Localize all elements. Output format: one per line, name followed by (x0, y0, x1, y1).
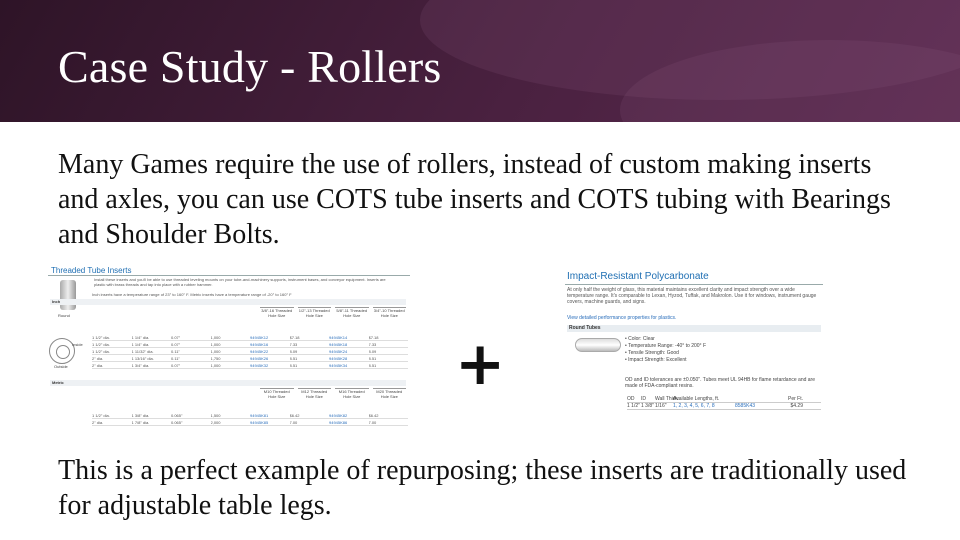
polycarbonate-description: At only half the weight of glass, this m… (567, 287, 817, 305)
table-row[interactable]: 2" dia. 1 7/8" dia. 0.065" 2,000 94945K85 7.0… (92, 419, 408, 426)
slide-title: Case Study - Rollers (58, 41, 442, 92)
spec-item: Tensile Strength: Good (625, 350, 706, 357)
spec-item: Color: Clear (625, 336, 706, 343)
insert-product-image (60, 280, 76, 310)
inserts-title: Threaded Tube Inserts (51, 266, 132, 275)
section-round-tubes: Round Tubes (567, 325, 821, 332)
outside-label: Outside (54, 364, 68, 369)
column-header: M16 Threaded Hole Size (335, 388, 369, 399)
column-header: M12 Threaded Hole Size (297, 388, 331, 399)
table-row[interactable]: 1 1/2" dia. 1 11/32" dia. 0.11" 1,000 94945K… (92, 348, 408, 355)
table-row[interactable]: 1 1/2" dia. 1 1/4" dia. 0.07" 1,000 94945K16… (92, 341, 408, 348)
temperature-note: Inch inserts have a temperature range of… (92, 292, 292, 297)
inside-label: Inside (72, 342, 83, 347)
metric-column-headers: M10 Threaded Hole Size M12 Threaded Hole… (258, 388, 408, 399)
intro-paragraph: Many Games require the use of rollers, i… (58, 149, 891, 250)
table-row[interactable]: 1 1/2" dia. 1 3/8" dia. 0.065" 1,500 94945K8… (92, 412, 408, 419)
plus-symbol: + (455, 329, 506, 399)
tube-product-image (575, 338, 621, 352)
polycarbonate-title: Impact-Resistant Polycarbonate (567, 271, 709, 282)
metric-table: 1 1/2" dia. 1 3/8" dia. 0.065" 1,500 94945K8… (92, 412, 408, 426)
spec-list: Color: Clear Temperature Range: -40° to … (625, 336, 706, 364)
polycarbonate-screenshot: Impact-Resistant Polycarbonate At only h… (565, 268, 823, 424)
divider (48, 275, 410, 276)
inserts-description: Install these inserts and you'll be able… (94, 277, 386, 287)
inch-column-headers: 3/8"-16 Threaded Hole Size 1/2"-13 Threa… (258, 307, 408, 318)
column-header: 3/4"-10 Threaded Hole Size (372, 307, 406, 318)
tube-table: OD ID Wall Thick. Available Lengths, ft. Per… (627, 396, 821, 410)
spec-item: Temperature Range: -40° to 200° F (625, 343, 706, 350)
inch-table: 1 1/2" dia. 1 1/4" dia. 0.07" 1,000 94945K12… (92, 334, 408, 369)
performance-link[interactable]: View detailed performance properties for… (567, 315, 677, 321)
table-row[interactable]: 2" dia. 1 3/4" dia. 0.07" 1,000 94945K32 8.51… (92, 362, 408, 369)
section-inch: Inch (50, 299, 406, 305)
tube-diagram (49, 338, 75, 364)
column-header: 1/2"-13 Threaded Hole Size (297, 307, 331, 318)
column-header: M20 Threaded Hole Size (372, 388, 406, 399)
round-label: Round (58, 313, 70, 318)
spec-item: Impact Strength: Excellent (625, 357, 706, 364)
conclusion-paragraph: This is a perfect example of repurposing… (58, 455, 907, 521)
table-row[interactable]: 1 1/2" dia. 1 1/4" dia. 0.07" 1,000 94945K12… (92, 334, 408, 341)
title-bar: Case Study - Rollers (0, 0, 960, 122)
table-header-row: OD ID Wall Thick. Available Lengths, ft. Per… (627, 396, 821, 403)
column-header: 5/8"-11 Threaded Hole Size (335, 307, 369, 318)
table-row[interactable]: 2" dia. 1 13/16" dia. 0.11" 1,750 94945K26 8.… (92, 355, 408, 362)
column-header: 3/8"-16 Threaded Hole Size (260, 307, 294, 318)
column-header: M10 Threaded Hole Size (260, 388, 294, 399)
tolerance-note: OD and ID tolerances are ±0.050". Tubes … (625, 377, 815, 389)
section-metric: Metric (50, 380, 406, 386)
threaded-inserts-screenshot: Threaded Tube Inserts Install these inse… (48, 266, 410, 434)
divider (565, 284, 823, 285)
